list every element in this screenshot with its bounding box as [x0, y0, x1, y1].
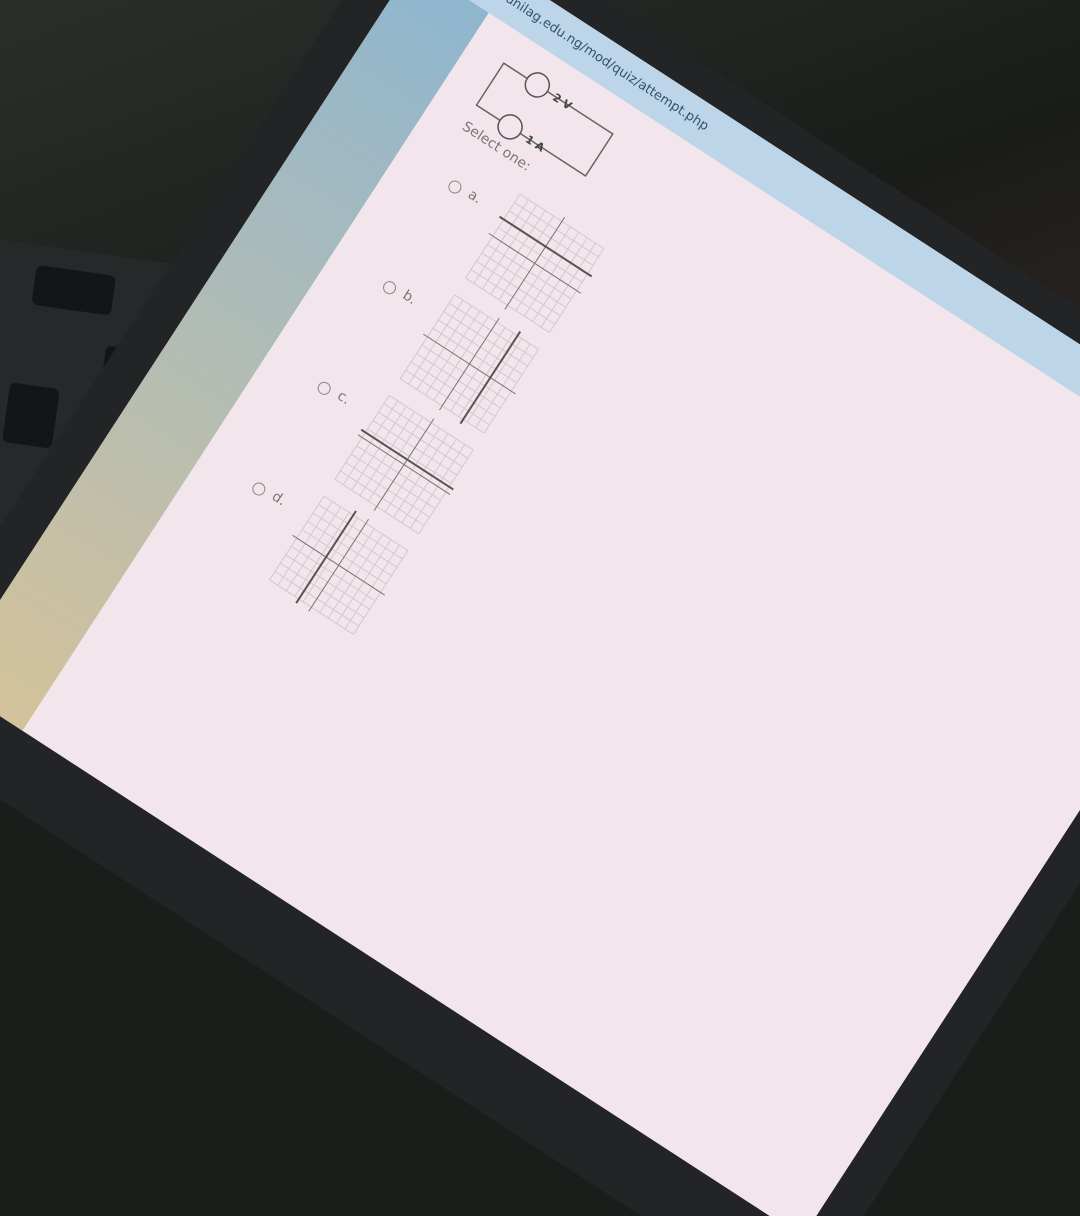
option-label: d. — [268, 488, 289, 510]
circuit-label: 2 V — [550, 91, 574, 113]
quiz-page: 2 V 1 A Select one: a. b. c. d. — [22, 12, 1080, 1216]
circuit: 2 V 1 A — [475, 62, 614, 177]
graph — [334, 395, 474, 535]
graph-line — [292, 534, 386, 596]
option-label: b. — [399, 287, 420, 309]
graph-line — [295, 510, 357, 604]
voltage-source — [524, 72, 551, 98]
radio[interactable] — [249, 479, 268, 498]
radio[interactable] — [380, 278, 399, 297]
graph-line — [488, 232, 582, 294]
graph-line — [360, 428, 454, 491]
key — [1, 382, 60, 449]
graph-line — [459, 330, 522, 425]
graph — [399, 294, 539, 434]
option-label: c. — [334, 387, 354, 409]
current-source — [497, 114, 523, 140]
radio[interactable] — [315, 379, 334, 398]
graph-line — [422, 333, 516, 395]
key — [31, 264, 117, 316]
circuit-label: 1 A — [523, 133, 547, 155]
option-label: a. — [464, 186, 485, 208]
graph — [465, 193, 605, 333]
graph-line — [357, 434, 451, 495]
graph-line — [498, 215, 593, 278]
radio[interactable] — [445, 178, 464, 197]
wire — [475, 62, 614, 177]
